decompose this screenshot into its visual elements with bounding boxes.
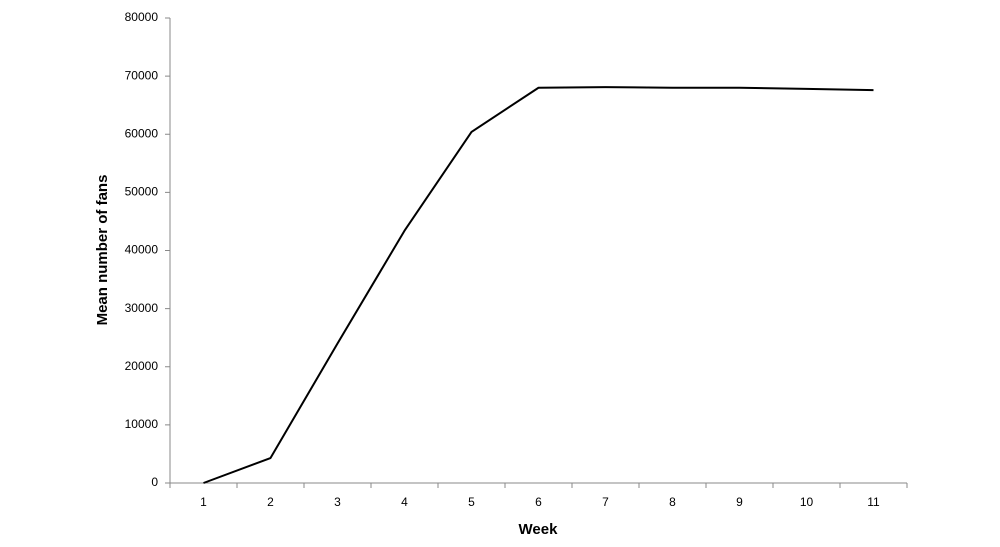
x-tick-label: 11 bbox=[867, 495, 880, 509]
y-tick-label: 10000 bbox=[125, 417, 159, 431]
x-tick-label: 10 bbox=[800, 495, 814, 509]
x-tick-label: 6 bbox=[535, 495, 542, 509]
y-axis-title: Mean number of fans bbox=[94, 175, 111, 326]
y-tick-label: 30000 bbox=[125, 301, 159, 315]
x-tick-label: 9 bbox=[736, 495, 743, 509]
x-tick-label: 7 bbox=[602, 495, 609, 509]
x-tick-label: 8 bbox=[669, 495, 676, 509]
x-tick-label: 5 bbox=[468, 495, 475, 509]
data-line bbox=[203, 86, 874, 484]
y-tick-label: 50000 bbox=[125, 185, 159, 199]
y-tick-label: 80000 bbox=[125, 10, 159, 24]
x-tick-label: 4 bbox=[401, 495, 408, 509]
y-tick-label: 60000 bbox=[125, 126, 159, 140]
y-tick-label: 20000 bbox=[125, 359, 159, 373]
x-tick-label: 2 bbox=[267, 495, 274, 509]
y-tick-label: 70000 bbox=[125, 68, 159, 82]
x-tick-label: 3 bbox=[334, 495, 341, 509]
y-tick-label: 0 bbox=[151, 475, 158, 489]
x-axis-title: Week bbox=[519, 521, 559, 538]
y-tick-label: 40000 bbox=[125, 243, 159, 257]
x-tick-label: 1 bbox=[200, 495, 207, 509]
